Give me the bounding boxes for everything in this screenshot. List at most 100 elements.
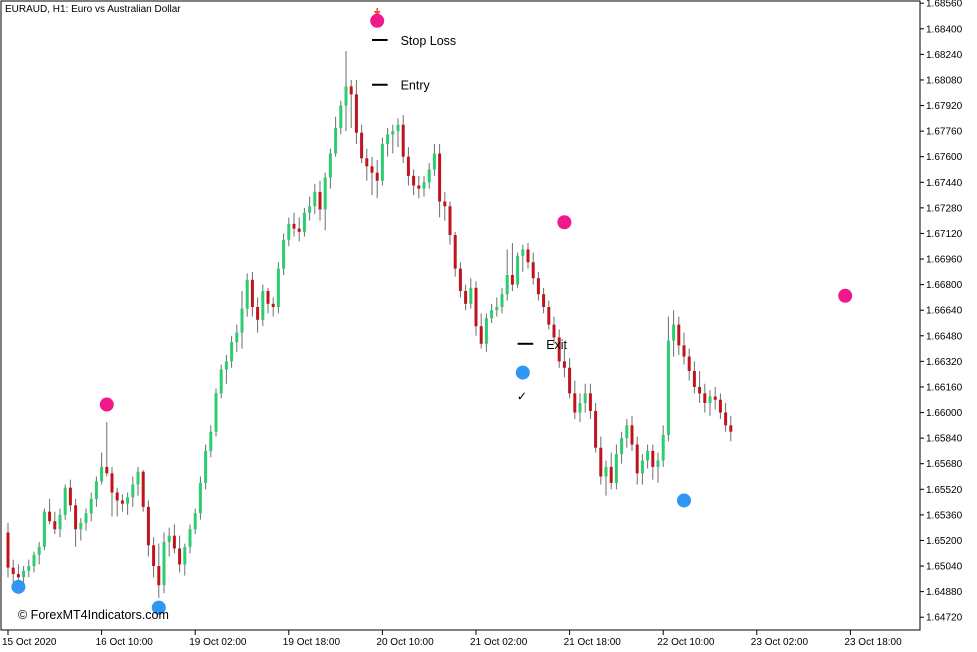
candle <box>120 494 124 512</box>
y-tick-label: 1.68080 <box>926 75 963 86</box>
candle <box>630 415 634 451</box>
candle-body <box>334 127 338 154</box>
candle-body <box>235 332 239 343</box>
candle <box>625 418 629 448</box>
y-tick-label: 1.67120 <box>926 229 963 240</box>
candle-body <box>344 86 348 106</box>
candle-body <box>302 212 306 232</box>
candle <box>219 364 223 399</box>
candle <box>640 454 644 485</box>
candle <box>89 492 93 522</box>
candle <box>32 551 36 573</box>
candle-body <box>204 450 208 483</box>
candle <box>287 217 291 247</box>
candle <box>526 243 530 269</box>
candle <box>63 484 67 520</box>
y-tick-label: 1.65680 <box>926 459 963 470</box>
candle <box>453 231 457 277</box>
candle-body <box>219 369 223 394</box>
candle <box>479 313 483 349</box>
candle <box>604 460 608 496</box>
candle-body <box>230 342 234 362</box>
candle <box>646 444 650 469</box>
candle-body <box>510 275 514 285</box>
candle-body <box>308 206 312 213</box>
candle <box>427 163 431 189</box>
candle <box>157 543 161 599</box>
y-tick-label: 1.64720 <box>926 613 963 624</box>
y-tick-label: 1.64880 <box>926 587 963 598</box>
candle <box>245 273 249 317</box>
candle-body <box>84 513 88 523</box>
candle-body <box>713 396 717 400</box>
candle <box>276 262 280 314</box>
candle-body <box>458 268 462 292</box>
y-tick-label: 1.65840 <box>926 434 963 445</box>
candle-body <box>157 566 161 586</box>
sell-signal-dot <box>557 215 572 230</box>
candle <box>6 522 10 578</box>
candle <box>417 175 421 199</box>
candle <box>406 147 410 186</box>
candle <box>557 329 561 368</box>
candle <box>443 191 447 221</box>
candle <box>703 383 707 413</box>
candle-body <box>438 153 442 202</box>
candle-body <box>183 546 187 565</box>
candle <box>594 402 598 453</box>
candle-body <box>365 158 369 167</box>
candle-body <box>115 492 119 501</box>
candle-body <box>245 279 249 309</box>
y-tick-label: 1.66800 <box>926 280 963 291</box>
candle-body <box>557 337 561 362</box>
candle-body <box>276 268 280 308</box>
candle <box>484 313 488 352</box>
candle-body <box>79 522 83 530</box>
candle-body <box>578 402 582 413</box>
candle <box>620 431 624 464</box>
candle <box>464 284 468 311</box>
candle-body <box>386 134 390 144</box>
candle-body <box>110 473 114 493</box>
candle <box>718 393 722 419</box>
candle <box>68 479 72 512</box>
candle <box>193 508 197 535</box>
candle-body <box>214 393 218 432</box>
candle-body <box>568 367 572 394</box>
candle-body <box>250 279 254 308</box>
x-tick-label: 16 Oct 10:00 <box>96 637 154 648</box>
candle-body <box>224 361 228 370</box>
candle-body <box>292 223 296 229</box>
x-tick-label: 19 Oct 02:00 <box>189 637 247 648</box>
candle-body <box>479 326 483 344</box>
candle <box>386 127 390 157</box>
candle <box>256 297 260 333</box>
candle-body <box>74 505 78 530</box>
candle <box>391 124 395 154</box>
candle-body <box>432 153 436 170</box>
candle <box>126 492 130 515</box>
y-tick-label: 1.67920 <box>926 101 963 112</box>
candle <box>282 233 286 276</box>
candle-body <box>11 567 15 575</box>
candle-body <box>656 460 660 467</box>
candle <box>115 487 119 517</box>
candle-body <box>625 425 629 439</box>
candle-body <box>614 454 618 483</box>
candle <box>48 498 52 525</box>
candle <box>495 297 499 317</box>
candle-body <box>167 535 171 543</box>
candles-layer <box>6 51 733 599</box>
candle-body <box>318 191 322 210</box>
candle-body <box>193 513 197 530</box>
candle-body <box>599 447 603 477</box>
candle-body <box>422 182 426 189</box>
x-tick-label: 23 Oct 02:00 <box>751 637 809 648</box>
candle <box>521 244 525 272</box>
candle <box>458 262 462 298</box>
y-tick-label: 1.66480 <box>926 331 963 342</box>
candle <box>422 175 426 197</box>
candle <box>651 444 655 480</box>
candle-body <box>136 471 140 485</box>
